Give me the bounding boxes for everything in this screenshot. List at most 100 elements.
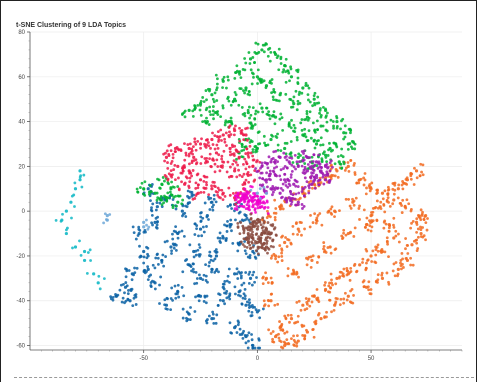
data-point: [170, 249, 173, 253]
data-point: [375, 192, 378, 196]
data-point: [335, 114, 338, 118]
data-point: [133, 271, 137, 275]
data-point: [197, 293, 201, 297]
data-point: [288, 97, 292, 101]
data-point: [240, 191, 243, 195]
data-point: [228, 150, 232, 154]
data-point: [78, 169, 82, 173]
data-point: [414, 238, 418, 242]
data-point: [266, 209, 269, 213]
data-point: [227, 295, 231, 299]
data-point: [313, 212, 317, 216]
data-point: [246, 92, 250, 96]
data-point: [313, 163, 317, 167]
data-point: [158, 302, 161, 305]
data-point: [240, 240, 243, 244]
data-point: [295, 300, 299, 304]
data-point: [302, 152, 305, 155]
data-point: [242, 133, 246, 137]
data-point: [238, 87, 242, 90]
data-point: [267, 177, 271, 181]
data-point: [305, 139, 309, 143]
data-point: [420, 170, 423, 174]
data-point: [287, 182, 291, 186]
data-point: [357, 207, 361, 210]
data-point: [383, 210, 387, 214]
data-point: [335, 276, 339, 280]
data-point: [248, 254, 252, 257]
data-point: [200, 155, 204, 159]
data-point: [294, 89, 298, 93]
x-tick-label: 50: [368, 356, 375, 362]
data-point: [269, 244, 273, 248]
data-point: [423, 215, 427, 218]
data-point: [370, 213, 374, 217]
data-point: [309, 167, 312, 170]
data-point: [329, 207, 333, 211]
data-point: [158, 186, 162, 190]
data-point: [421, 235, 425, 239]
data-point: [270, 254, 274, 258]
data-point: [231, 192, 235, 195]
data-point: [336, 297, 339, 301]
data-point: [243, 297, 247, 301]
data-point: [319, 143, 322, 147]
data-point: [245, 300, 249, 304]
data-point: [273, 90, 277, 94]
data-point: [163, 196, 167, 199]
data-point: [287, 71, 291, 75]
data-point: [167, 144, 171, 148]
data-point: [268, 169, 272, 173]
data-point: [259, 239, 263, 243]
data-point: [248, 225, 252, 229]
data-point: [396, 187, 400, 191]
data-point: [253, 280, 256, 284]
data-point: [253, 61, 256, 64]
data-point: [295, 160, 299, 164]
data-point: [253, 51, 257, 54]
data-point: [329, 118, 333, 122]
y-tick-label: 40: [18, 120, 25, 126]
data-point: [311, 327, 315, 331]
data-point: [237, 156, 241, 160]
data-point: [233, 144, 237, 148]
data-point: [289, 140, 293, 143]
data-point: [197, 243, 201, 247]
data-point: [325, 160, 329, 164]
data-point: [368, 189, 372, 193]
data-point: [295, 136, 299, 139]
data-point: [264, 191, 269, 195]
data-point: [289, 152, 293, 155]
data-point: [186, 263, 190, 266]
data-point: [214, 73, 218, 77]
data-point: [271, 238, 275, 242]
data-point: [300, 233, 303, 237]
data-point: [285, 158, 289, 162]
data-point: [400, 211, 404, 214]
data-point: [358, 204, 361, 208]
data-point: [295, 138, 299, 142]
data-point: [266, 54, 270, 58]
data-point: [330, 212, 334, 216]
data-point: [336, 175, 340, 179]
data-point: [279, 112, 283, 116]
data-point: [276, 148, 280, 152]
data-point: [295, 341, 299, 345]
data-point: [251, 158, 255, 162]
data-point: [191, 115, 195, 118]
data-point: [277, 99, 281, 103]
data-point: [294, 222, 298, 226]
data-point: [162, 201, 166, 205]
data-point: [214, 254, 219, 258]
data-point: [291, 99, 295, 103]
data-point: [216, 130, 220, 134]
data-point: [264, 238, 267, 242]
data-point: [365, 216, 369, 220]
data-point: [271, 184, 275, 188]
data-point: [209, 113, 213, 117]
data-point: [171, 198, 175, 201]
data-point: [142, 261, 146, 265]
data-point: [312, 335, 316, 339]
data-point: [199, 162, 203, 165]
